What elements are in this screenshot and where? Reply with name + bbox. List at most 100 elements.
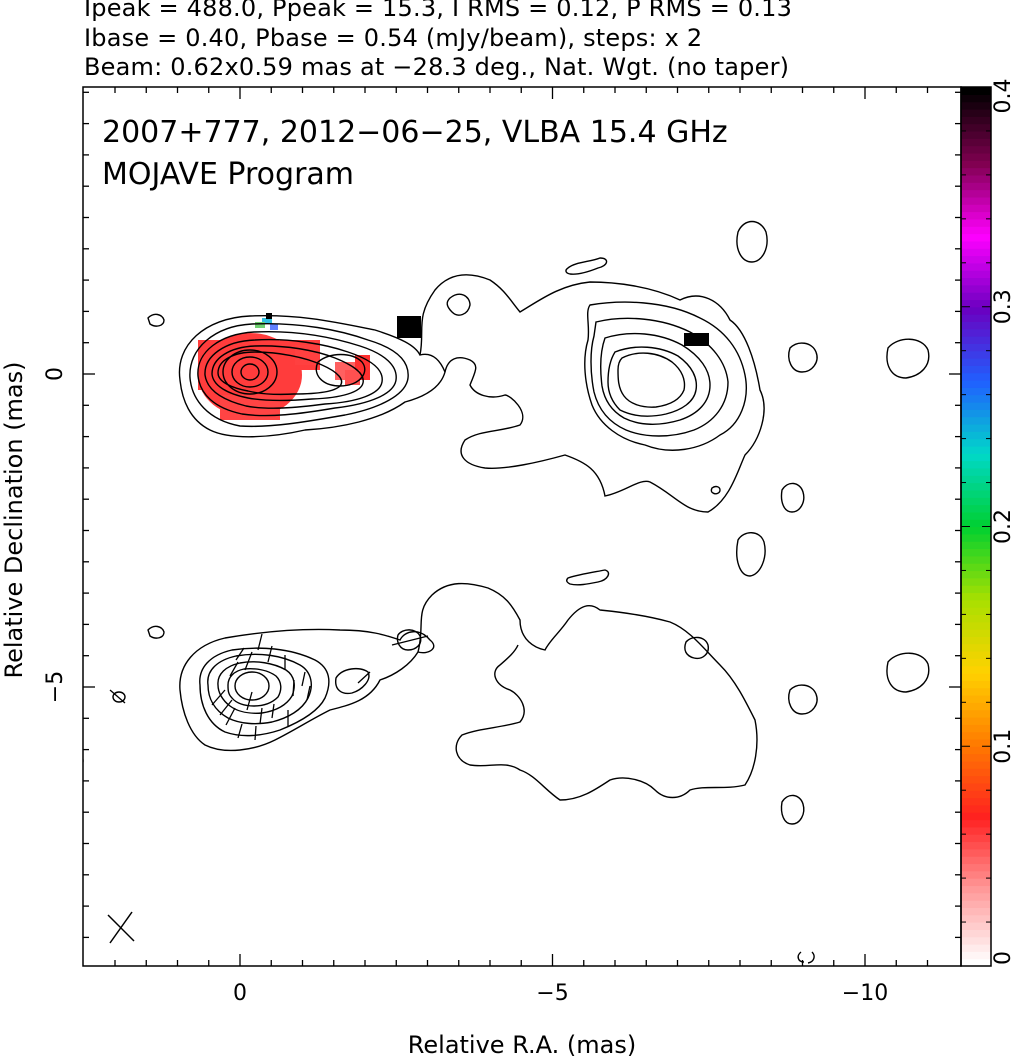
colorbar-stripe	[961, 204, 991, 213]
x-tick-labels: 0 −5 −10	[233, 981, 888, 1006]
colorbar-stripe	[961, 651, 991, 659]
colorbar-tick-label: 0.4	[991, 79, 1016, 114]
colorbar-stripe	[961, 350, 991, 359]
colorbar-stripe	[961, 343, 991, 352]
colorbar-stripe	[961, 475, 991, 484]
colorbar-stripe	[961, 438, 991, 447]
colorbar-stripe	[961, 211, 991, 220]
colorbar-stripe	[961, 826, 991, 835]
upper-panel-contours	[147, 220, 930, 586]
y-axis-label: Relative Declination (mas)	[0, 361, 28, 678]
colorbar-stripe	[961, 819, 991, 828]
colorbar-tick-label: 0.3	[991, 289, 1016, 324]
colorbar-stripe	[961, 746, 991, 755]
colorbar-stripe	[961, 284, 991, 293]
colorbar-stripe	[961, 563, 991, 572]
colorbar-stripe	[961, 174, 991, 183]
colorbar-stripe	[961, 445, 991, 454]
colorbar-stripe	[961, 460, 991, 469]
colorbar-stripe	[961, 299, 991, 308]
colorbar-stripe	[961, 577, 991, 586]
colorbar-stripe	[961, 226, 991, 235]
colorbar-stripe	[961, 160, 991, 169]
colorbar-stripe	[961, 504, 991, 513]
colorbar-stripe	[961, 380, 991, 388]
colorbar-stripe	[961, 636, 991, 645]
x-axis-label: Relative R.A. (mas)	[408, 1031, 636, 1059]
colorbar-stripe	[961, 548, 991, 557]
colorbar-stripe	[961, 431, 991, 440]
colorbar-stripe	[961, 716, 991, 725]
colorbar-stripe	[961, 409, 991, 418]
colorbar-stripe	[961, 929, 991, 938]
colorbar-stripe	[961, 614, 991, 623]
colorbar-stripe	[961, 621, 991, 630]
colorbar-tick-label: 0.1	[991, 729, 1016, 764]
colorbar-stripe	[961, 519, 991, 528]
colorbar-stripe	[961, 138, 991, 147]
colorbar-stripe	[961, 760, 991, 769]
overlay-title: 2007+777, 2012−06−25, VLBA 15.4 GHz	[102, 115, 728, 150]
colorbar-stripe	[961, 387, 991, 396]
colorbar-stripe	[961, 841, 991, 850]
colorbar-stripe	[961, 262, 991, 271]
colorbar-stripe	[961, 673, 991, 681]
colorbar-stripe	[961, 702, 991, 711]
colorbar-stripe	[961, 108, 991, 117]
colorbar-stripe	[961, 233, 991, 242]
colorbar-stripe	[961, 306, 991, 315]
colorbar-stripe	[961, 900, 991, 908]
colorbar-stripe	[961, 423, 991, 432]
colorbar-stripe	[961, 541, 991, 550]
colorbar-tick-label: 0.2	[991, 509, 1016, 544]
colorbar-stripe	[961, 248, 991, 257]
colorbar-stripe	[961, 724, 991, 733]
axis-ticks	[83, 87, 961, 966]
colorbar-stripe	[961, 145, 991, 154]
colorbar-stripe	[961, 358, 991, 366]
colorbar-stripe	[961, 489, 991, 498]
colorbar-stripe	[961, 453, 991, 462]
colorbar-stripe	[961, 958, 991, 967]
colorbar-stripe	[961, 328, 991, 337]
colorbar-stripe	[961, 292, 991, 301]
colorbar-stripe	[961, 599, 991, 608]
colorbar	[960, 86, 992, 967]
colorbar-stripe	[961, 592, 991, 601]
colorbar-stripe	[961, 804, 991, 813]
colorbar-stripe	[961, 255, 991, 264]
colorbar-stripe	[961, 482, 991, 491]
colorbar-stripe	[961, 116, 991, 125]
colorbar-stripe	[961, 314, 991, 322]
colorbar-stripe	[961, 665, 991, 674]
colorbar-stripe	[961, 94, 991, 103]
colorbar-stripe	[961, 526, 991, 535]
colorbar-stripe	[961, 467, 991, 476]
x-tick-label: −5	[536, 981, 568, 1006]
colorbar-stripe	[961, 629, 991, 637]
plot-frame	[82, 86, 962, 967]
colorbar-stripe	[961, 182, 991, 191]
colorbar-stripe	[961, 782, 991, 791]
colorbar-stripe	[961, 196, 991, 205]
header-line-1: Ipeak = 488.0, Ppeak = 15.3, I RMS = 0.1…	[84, 0, 793, 22]
colorbar-stripe	[961, 878, 991, 887]
colorbar-stripe	[961, 892, 991, 901]
colorbar-stripe	[961, 585, 991, 594]
colorbar-stripe	[961, 951, 991, 960]
colorbar-stripe	[961, 790, 991, 799]
colorbar-stripe	[961, 167, 991, 176]
colorbar-stripe	[961, 321, 991, 330]
colorbar-stripe	[961, 812, 991, 821]
lower-panel-contours	[83, 582, 930, 964]
colorbar-stripe	[961, 768, 991, 777]
colorbar-stripe	[961, 365, 991, 374]
colorbar-tick-label: 0	[991, 951, 1016, 965]
colorbar-stripe	[961, 511, 991, 520]
colorbar-stripe	[961, 680, 991, 689]
colorbar-stripe	[961, 658, 991, 667]
colorbar-stripe	[961, 218, 991, 227]
colorbar-stripe	[961, 738, 991, 747]
colorbar-stripe	[961, 944, 991, 952]
